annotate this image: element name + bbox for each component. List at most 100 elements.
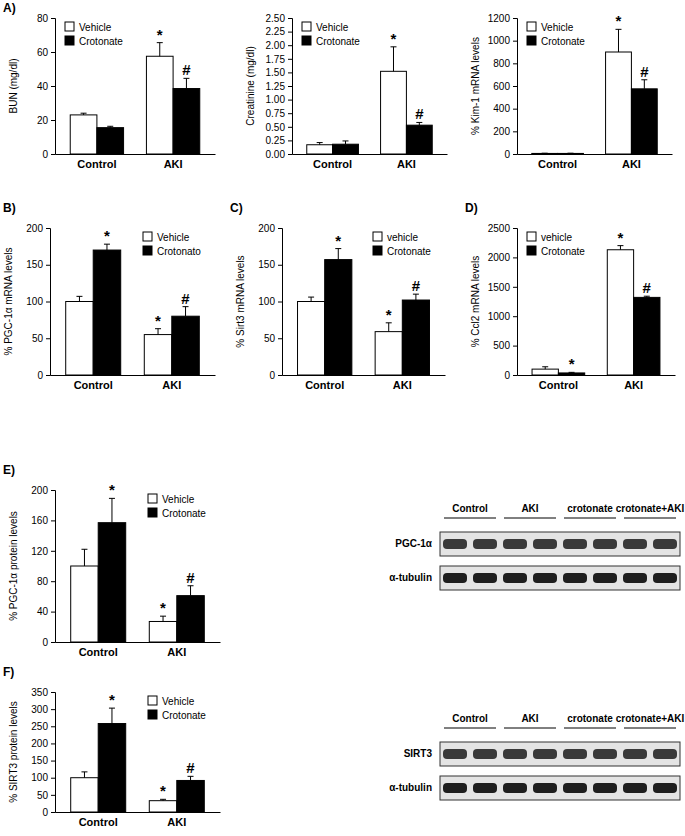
tick-label: 1.75 [266,54,286,65]
blot-column-rule [624,728,676,729]
y-tick: 500 [493,340,517,351]
axis-line [278,229,283,376]
error-bar [416,122,422,125]
y-axis-title: Creatinine (mg/dl) [245,46,256,125]
x-axis: Control AKI [283,376,446,391]
bar [97,128,124,154]
error-bar [104,244,110,250]
blot-band [443,749,467,759]
legend-label: Crotonate [387,246,431,257]
bar [631,89,657,154]
y-tick: 1000 [488,311,517,322]
legend-label: Vehicle [162,494,195,505]
y-axis-title: % Sirt3 mRNA levels [235,255,246,347]
tick-mark [51,490,55,491]
tick-label: 2.25 [266,26,286,37]
tick-label: 2500 [488,223,511,234]
error-stem [388,323,389,332]
legend-swatch [527,22,536,31]
tick-mark [46,265,50,266]
bar [66,302,94,376]
x-tick: AKI [393,379,412,391]
tick-label: 200 [493,126,510,137]
category-label: AKI [397,158,416,170]
y-tick: 800 [493,58,517,69]
error-stem [84,772,85,778]
axis-line [51,19,56,155]
x-axis: ControlAKI [56,643,221,658]
legend: VehicleCrotonate [302,22,360,47]
error-bar [343,141,349,144]
x-tick: AKI [162,379,181,391]
bar [70,115,97,154]
bar [149,801,177,812]
y-tick: 2000 [488,252,517,263]
error-cap [542,366,548,367]
tick-mark [51,581,55,582]
bar [172,316,200,375]
significance: # [643,279,652,296]
axis-line [56,812,221,813]
panel-label: A) [3,1,16,15]
tick-label: 0.00 [266,149,286,160]
y-tick: 1000 [488,35,517,46]
blot-row-label: PGC-1α [395,538,433,549]
blot-column-rule [504,518,556,519]
y-tick: 1.75 [266,54,292,65]
tick-mark [51,812,55,813]
axis-line [288,19,293,155]
bar [402,300,429,375]
tick-mark [51,520,55,521]
y-tick: 0.75 [266,108,292,119]
axis-line [513,229,518,376]
blot-band [533,539,557,549]
bar [406,125,432,154]
legend-swatch [302,22,311,31]
y-tick: 40 [37,606,55,617]
legend: vehicleCrotonate [527,232,585,257]
legend-label: Crotonate [541,246,585,257]
error-stem [106,244,107,250]
legend-swatch [148,508,157,517]
blot-band [593,783,617,793]
blot-band [503,573,527,583]
tick-label: 50 [264,333,276,344]
tick-mark [513,18,517,19]
error-bar [109,708,115,723]
y-tick: 300 [31,704,55,715]
error-stem [190,586,191,596]
x-axis: ControlAKI [518,155,673,170]
error-bar [386,323,392,332]
blot-band [563,539,587,549]
tick-label: 100 [31,772,48,783]
tick-label: 2.50 [266,13,286,24]
panel-label: C) [230,201,243,215]
bar [558,373,584,375]
axis-line [513,19,518,155]
x-tick: Control [305,379,344,391]
error-cap [568,153,574,154]
legend-swatch [527,232,536,241]
error-bar [188,776,194,780]
significance: * [618,229,624,246]
y-tick: 0 [42,149,55,160]
blot-band [503,749,527,759]
blot-column-label: Control [452,503,488,514]
tick-label: 0 [37,370,43,381]
x-tick: Control [538,158,577,170]
y-axis-title: % Ccl2 mRNA levels [470,256,481,348]
tick-label: 200 [258,223,275,234]
blot-column-label: crotonate+AKI [616,713,685,724]
tick-label: 0 [42,637,48,648]
blot-row-label: α-tubulin [389,782,432,793]
error-stem [111,498,112,522]
error-bar [160,616,166,621]
tick-label: 200 [31,485,48,496]
y-tick: 2.50 [266,13,292,24]
tick-mark [51,120,55,121]
x-tick: Control [79,816,118,828]
error-stem [190,776,191,780]
tick-label: 2000 [488,252,511,263]
y-tick: 1.00 [266,94,292,105]
axis-line [56,642,221,643]
